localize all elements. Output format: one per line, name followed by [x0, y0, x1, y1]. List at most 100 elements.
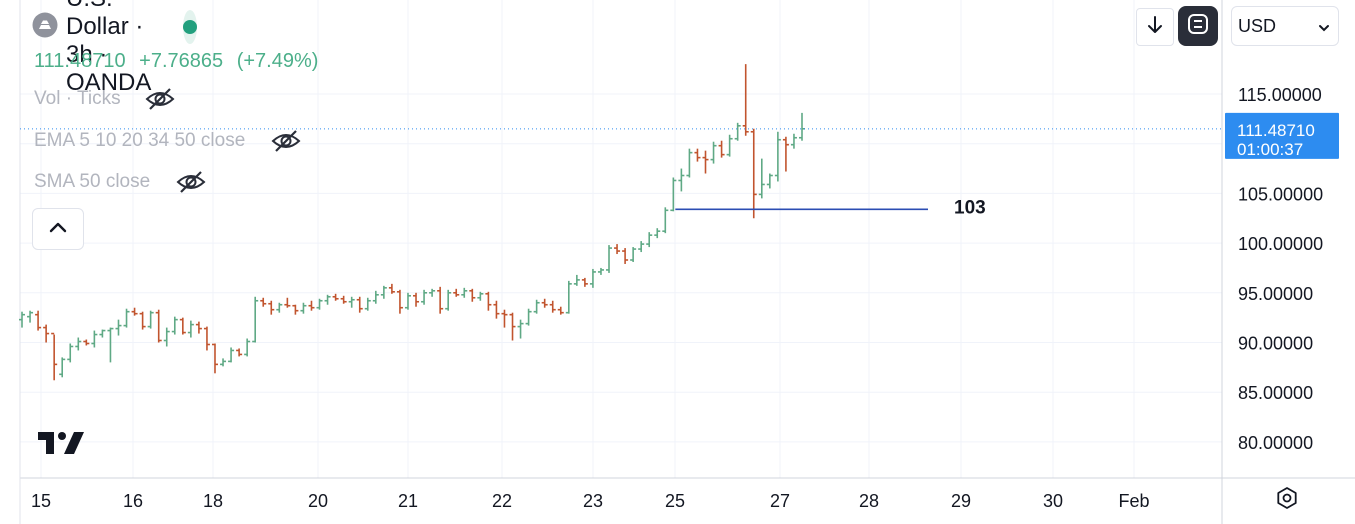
ohlc-bar	[509, 312, 516, 341]
ohlc-bar	[445, 289, 452, 311]
ohlc-bar	[244, 338, 251, 357]
ohlc-bar	[573, 274, 580, 286]
x-tick-label: 25	[665, 491, 685, 511]
currency-select[interactable]: USD	[1231, 6, 1339, 46]
ohlc-bar	[372, 290, 379, 304]
ohlc-bar	[549, 300, 556, 313]
fullscreen-button[interactable]	[1178, 6, 1218, 46]
ohlc-bar	[388, 283, 395, 294]
indicator-sma[interactable]: SMA 50 close	[34, 169, 206, 195]
ohlc-bar	[614, 244, 621, 255]
x-tick-label: 22	[492, 491, 512, 511]
ohlc-bar	[630, 247, 637, 262]
x-tick-label: 18	[203, 491, 223, 511]
eye-hidden-icon[interactable]	[271, 128, 301, 154]
ohlc-bar	[316, 298, 323, 310]
ohlc-bar	[211, 343, 218, 374]
ohlc-bar	[155, 309, 162, 343]
indicator-label: EMA 5 10 20 34 50 close	[34, 130, 246, 151]
ohlc-bar	[790, 133, 797, 149]
ohlc-bar	[67, 343, 74, 363]
ohlc-bar	[758, 158, 765, 199]
ohlc-bar	[179, 317, 186, 335]
y-tick-label: 80.00000	[1238, 433, 1313, 453]
ohlc-bar	[525, 308, 532, 326]
ohlc-bar	[332, 293, 339, 301]
eye-hidden-icon[interactable]	[145, 86, 175, 112]
symbol-header[interactable]: Silver / U.S. Dollar · 3h · OANDA	[32, 0, 198, 96]
ohlc-bar	[469, 288, 476, 302]
ohlc-bar	[597, 267, 604, 275]
ohlc-bar	[710, 141, 717, 164]
ohlc-bar	[766, 173, 773, 189]
indicator-vol[interactable]: Vol · Ticks	[34, 86, 175, 112]
ohlc-bar	[348, 296, 355, 308]
ohlc-bar	[726, 134, 733, 157]
ohlc-bar	[99, 329, 106, 338]
ohlc-bar	[565, 280, 572, 314]
ohlc-bar	[429, 288, 436, 297]
price-summary: 111.48710 +7.76865 (+7.49%)	[34, 50, 326, 73]
ohlc-bar	[131, 307, 138, 316]
ohlc-bar	[686, 148, 693, 178]
ohlc-bar	[220, 358, 227, 367]
ohlc-bar	[774, 131, 781, 182]
ohlc-bar	[782, 136, 789, 172]
ohlc-bar	[750, 128, 757, 219]
chart-settings-button[interactable]	[1274, 486, 1300, 515]
current-price-tag[interactable]	[1225, 112, 1339, 159]
y-tick-label: 105.00000	[1238, 184, 1323, 204]
indicator-label: SMA 50 close	[34, 171, 151, 192]
x-tick-label: Feb	[1118, 491, 1149, 511]
ohlc-bar	[252, 296, 259, 343]
y-tick-label: 100.00000	[1238, 234, 1323, 254]
ohlc-bar	[670, 177, 677, 212]
ohlc-bar	[364, 297, 371, 311]
eye-hidden-icon[interactable]	[176, 169, 206, 195]
collapse-legend-button[interactable]	[32, 208, 84, 250]
ohlc-bar	[517, 319, 524, 339]
ohlc-bar	[485, 291, 492, 311]
download-button[interactable]	[1136, 8, 1174, 46]
x-tick-label: 21	[398, 491, 418, 511]
indicator-label: Vol · Ticks	[34, 88, 121, 109]
current-price-label: 111.48710	[1237, 121, 1315, 140]
ohlc-bar	[340, 295, 347, 304]
x-tick-label: 16	[123, 491, 143, 511]
ohlc-bar	[437, 286, 444, 314]
ohlc-bar	[589, 268, 596, 288]
ohlc-bar	[260, 297, 267, 307]
ohlc-bar	[638, 241, 645, 253]
indicator-ema[interactable]: EMA 5 10 20 34 50 close	[34, 128, 301, 154]
settings-gear-icon	[1275, 486, 1299, 515]
download-arrow-icon	[1146, 15, 1164, 40]
silver-coin-icon	[32, 12, 58, 43]
ohlc-bar	[195, 321, 202, 334]
symbol-title: Silver / U.S. Dollar · 3h · OANDA	[66, 0, 152, 96]
y-tick-label: 90.00000	[1238, 334, 1313, 354]
ohlc-bar	[308, 300, 315, 311]
market-open-dot-icon	[183, 20, 198, 34]
ohlc-bar	[380, 285, 387, 299]
ohlc-bar	[27, 310, 34, 323]
x-tick-label: 28	[859, 491, 879, 511]
x-tick-label: 23	[583, 491, 603, 511]
price-change-percent: (+7.49%)	[236, 50, 319, 72]
ohlc-bar	[557, 306, 564, 315]
x-tick-label: 30	[1043, 491, 1063, 511]
ohlc-bar	[396, 289, 403, 314]
ohlc-bar	[718, 140, 725, 158]
ohlc-bar	[139, 311, 146, 330]
ohlc-bar	[662, 207, 669, 234]
tradingview-logo-icon[interactable]	[36, 430, 86, 461]
ohlc-bar	[324, 294, 331, 305]
market-status-indicator[interactable]	[183, 10, 198, 44]
ohlc-bar	[356, 296, 363, 313]
ohlc-bar	[59, 357, 66, 378]
ohlc-bar	[268, 300, 275, 315]
ohlc-bar	[51, 332, 58, 381]
ohlc-bar	[276, 302, 283, 313]
horizontal-line-label: 103	[954, 197, 986, 218]
